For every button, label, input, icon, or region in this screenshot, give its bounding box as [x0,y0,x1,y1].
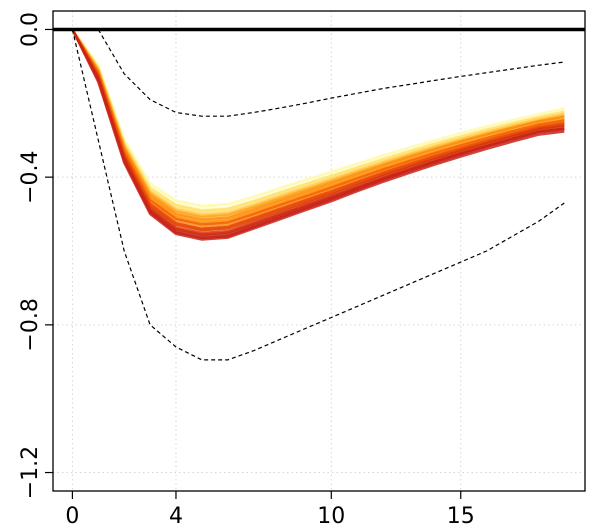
series-line-8 [71,28,565,216]
series-line-25 [71,29,565,241]
band-lower [71,29,565,361]
series-line-16 [71,28,565,226]
series-line-11 [71,28,565,222]
band-upper [97,29,565,117]
axes: 0 4 10 15 0.0 −0.4 −0.8 −1.2 [18,12,475,528]
plot-frame [52,10,586,492]
y-tick-label-2: −0.8 [18,298,43,351]
x-tick-label-2: 10 [317,504,345,528]
y-tick-label-1: −0.4 [18,150,43,203]
x-tick-label-0: 0 [65,504,79,528]
series-lines [71,28,565,241]
series-line-23 [71,28,565,234]
x-tick-label-1: 4 [169,504,183,528]
series-line-1 [71,28,565,207]
series-line-20 [71,28,565,232]
confidence-bands [71,29,565,361]
series-line-27 [71,28,565,239]
y-tick-label-3: −1.2 [18,446,43,499]
x-tick-label-3: 15 [447,504,475,528]
series-line-19 [71,28,565,230]
y-tick-label-0: 0.0 [18,12,43,47]
series-line-5 [71,28,565,213]
series-line-12 [71,28,565,221]
